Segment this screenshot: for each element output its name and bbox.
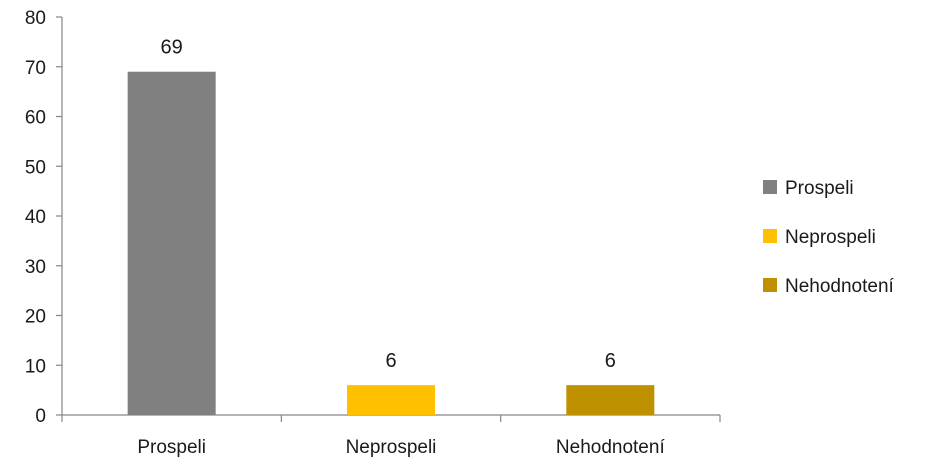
bar-neprospeli [347,385,435,415]
x-axis: Prospeli Neprospeli Nehodnotení [61,414,721,458]
y-tick-label: 60 [25,108,46,129]
bar-prospeli [127,71,216,415]
y-tick-label: 10 [25,356,46,377]
y-tick-label: 20 [25,307,46,328]
data-label: 6 [605,350,616,372]
legend-swatch [763,278,777,292]
y-axis: 0 10 20 30 40 50 60 70 80 [25,8,63,427]
legend-label: Neprospeli [785,227,876,248]
bar-nehodnotení [566,385,655,415]
x-tick-label: Prospeli [137,437,206,458]
data-labels: 69 6 6 [161,37,616,372]
x-tick-label: Neprospeli [346,437,437,458]
bars [127,71,655,415]
y-tick-label: 50 [25,157,46,178]
x-tick-label: Nehodnotení [556,437,666,458]
data-label: 6 [385,350,396,372]
legend: Prospeli Neprospeli Nehodnotení [763,178,895,297]
legend-swatch [763,229,777,243]
legend-swatch [763,180,777,194]
data-label: 69 [161,37,183,59]
legend-label: Nehodnotení [785,276,895,297]
legend-label: Prospeli [785,178,854,199]
y-tick-label: 40 [25,207,46,228]
y-tick-label: 80 [25,8,46,29]
y-tick-label: 70 [25,58,46,79]
y-tick-label: 30 [25,257,46,278]
y-tick-label: 0 [35,406,46,427]
